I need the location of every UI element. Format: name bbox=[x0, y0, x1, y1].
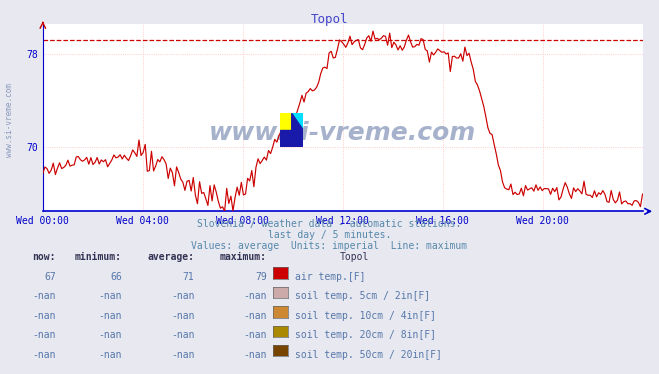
Text: -nan: -nan bbox=[243, 311, 267, 321]
Text: -nan: -nan bbox=[243, 350, 267, 360]
Text: soil temp. 50cm / 20in[F]: soil temp. 50cm / 20in[F] bbox=[295, 350, 442, 360]
Text: 66: 66 bbox=[110, 272, 122, 282]
Text: www.si-vreme.com: www.si-vreme.com bbox=[5, 83, 14, 157]
Text: -nan: -nan bbox=[243, 330, 267, 340]
Bar bbox=[280, 113, 292, 130]
Text: -nan: -nan bbox=[171, 311, 194, 321]
Text: -nan: -nan bbox=[32, 291, 56, 301]
Text: -nan: -nan bbox=[98, 311, 122, 321]
Text: www.si-vreme.com: www.si-vreme.com bbox=[209, 121, 476, 145]
Text: -nan: -nan bbox=[32, 311, 56, 321]
Text: 79: 79 bbox=[255, 272, 267, 282]
Text: soil temp. 5cm / 2in[F]: soil temp. 5cm / 2in[F] bbox=[295, 291, 430, 301]
Text: -nan: -nan bbox=[32, 350, 56, 360]
Text: now:: now: bbox=[32, 252, 56, 263]
Bar bbox=[280, 130, 303, 147]
Text: -nan: -nan bbox=[171, 291, 194, 301]
Text: maximum:: maximum: bbox=[220, 252, 267, 263]
Text: Topol: Topol bbox=[339, 252, 369, 263]
Text: Topol: Topol bbox=[311, 13, 348, 26]
Text: last day / 5 minutes.: last day / 5 minutes. bbox=[268, 230, 391, 240]
Text: Slovenia / weather data - automatic stations.: Slovenia / weather data - automatic stat… bbox=[197, 219, 462, 229]
Text: air temp.[F]: air temp.[F] bbox=[295, 272, 365, 282]
Text: soil temp. 20cm / 8in[F]: soil temp. 20cm / 8in[F] bbox=[295, 330, 436, 340]
Text: average:: average: bbox=[148, 252, 194, 263]
Polygon shape bbox=[292, 113, 303, 130]
Text: -nan: -nan bbox=[171, 350, 194, 360]
Text: 67: 67 bbox=[44, 272, 56, 282]
Text: minimum:: minimum: bbox=[75, 252, 122, 263]
Text: -nan: -nan bbox=[243, 291, 267, 301]
Text: -nan: -nan bbox=[98, 350, 122, 360]
Text: -nan: -nan bbox=[171, 330, 194, 340]
Text: -nan: -nan bbox=[98, 330, 122, 340]
Text: 71: 71 bbox=[183, 272, 194, 282]
Text: -nan: -nan bbox=[32, 330, 56, 340]
Text: soil temp. 10cm / 4in[F]: soil temp. 10cm / 4in[F] bbox=[295, 311, 436, 321]
Polygon shape bbox=[292, 113, 303, 130]
Text: Values: average  Units: imperial  Line: maximum: Values: average Units: imperial Line: ma… bbox=[191, 241, 468, 251]
Text: -nan: -nan bbox=[98, 291, 122, 301]
